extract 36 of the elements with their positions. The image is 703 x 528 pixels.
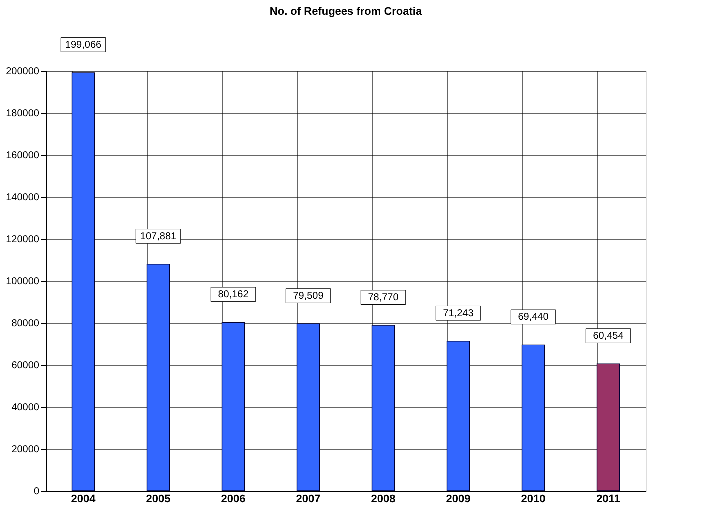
bar [522, 344, 546, 492]
data-label: 79,509 [293, 291, 324, 302]
y-tick-label: 60000 [12, 360, 40, 372]
x-tick-label: 2010 [521, 494, 546, 506]
bar [222, 322, 246, 492]
y-tick-label: 160000 [6, 150, 40, 162]
bar [296, 324, 320, 492]
x-tick-label: 2005 [146, 494, 171, 506]
x-tick-label: 2004 [71, 494, 97, 506]
data-label: 71,243 [443, 308, 474, 320]
data-label: 107,881 [140, 231, 178, 242]
y-tick-label: 80000 [12, 318, 40, 330]
x-tick-label: 2008 [371, 494, 396, 506]
x-tick-label: 2009 [446, 494, 471, 506]
bar [446, 341, 470, 492]
data-label: 60,454 [593, 331, 624, 342]
y-tick-label: 40000 [12, 402, 40, 414]
y-tick-label: 100000 [6, 276, 40, 288]
data-label: 69,440 [518, 312, 550, 324]
bar [596, 364, 620, 492]
bar [372, 325, 396, 492]
y-tick-label: 20000 [12, 444, 40, 456]
x-tick-label: 2006 [221, 494, 246, 506]
y-tick-label: 120000 [6, 234, 40, 246]
x-tick-label: 2011 [596, 494, 620, 506]
data-label: 199,066 [65, 40, 102, 51]
x-tick-label: 2007 [296, 494, 321, 506]
y-tick-label: 140000 [6, 192, 40, 204]
bar [146, 264, 170, 492]
y-tick-label: 200000 [6, 66, 40, 78]
data-label: 80,162 [218, 290, 250, 301]
bar [72, 72, 96, 492]
y-tick-label: 0 [34, 486, 40, 498]
data-label: 78,770 [368, 292, 400, 304]
chart-title: No. of Refugees from Croatia [270, 6, 423, 18]
y-tick-label: 180000 [6, 108, 40, 120]
